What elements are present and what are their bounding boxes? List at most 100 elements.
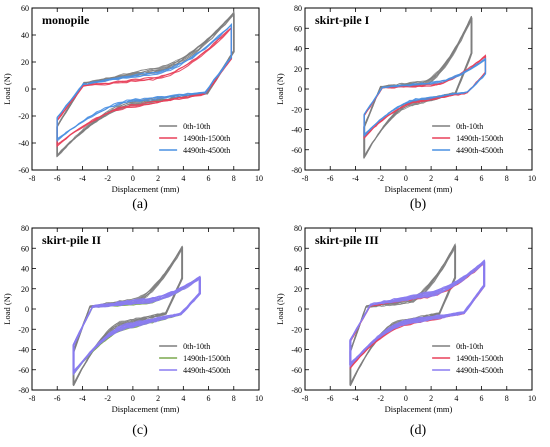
- y-tick-label: -40: [291, 126, 302, 135]
- x-tick-label: 4: [454, 394, 458, 403]
- y-tick-label: -60: [291, 366, 302, 375]
- x-tick-label: -4: [79, 174, 86, 183]
- chart-panel-2: -8 -6 -4 -2 0 2 4 6 8 10-80-60-40-20020406080Disp…: [275, 4, 536, 212]
- y-tick-label: 0: [25, 85, 29, 94]
- y-tick-label: -80: [291, 386, 302, 395]
- legend-entry: 0th-10th: [456, 122, 483, 131]
- y-axis-label: Load (N): [275, 293, 285, 325]
- x-axis-label: Displacement (mm): [112, 184, 180, 194]
- y-tick-label: 40: [294, 265, 302, 274]
- series-cycle-line: [73, 277, 200, 375]
- y-tick-label: -80: [291, 166, 302, 175]
- y-tick-label: 20: [21, 58, 29, 67]
- legend-entry: 1490th-1500th: [456, 354, 503, 363]
- x-tick-label: 6: [207, 174, 211, 183]
- legend-entry: 1490th-1500th: [183, 354, 230, 363]
- plot-area: [349, 242, 486, 387]
- y-tick-label: 40: [294, 45, 302, 54]
- y-tick-label: 20: [21, 285, 29, 294]
- x-tick-label: 6: [207, 394, 211, 403]
- legend-entry: 1490th-1500th: [456, 134, 503, 143]
- x-tick-label: 0: [131, 174, 135, 183]
- x-tick-label: -6: [327, 394, 334, 403]
- x-tick-label: 10: [528, 174, 536, 183]
- x-tick-label: 0: [404, 174, 408, 183]
- y-tick-label: 20: [294, 285, 302, 294]
- legend-entry: 4490th-4500th: [183, 366, 230, 375]
- plot-area: [72, 245, 201, 387]
- chart-panel-1: -8 -6 -4 -2 0 2 4 6 8 10-60-40-200204060Displacem…: [2, 4, 263, 212]
- y-tick-label: -60: [18, 366, 29, 375]
- y-tick-label: -40: [18, 139, 29, 148]
- x-axis-label: Displacement (mm): [385, 184, 453, 194]
- x-axis-label: Displacement (mm): [112, 404, 180, 414]
- y-tick-label: 80: [294, 224, 302, 233]
- x-tick-label: 2: [429, 174, 433, 183]
- x-tick-label: -8: [302, 394, 309, 403]
- y-tick-label: -20: [18, 325, 29, 334]
- x-tick-label: -2: [104, 174, 111, 183]
- legend-entry: 4490th-4500th: [456, 146, 503, 155]
- y-tick-label: 60: [21, 4, 29, 13]
- x-tick-label: -6: [54, 174, 61, 183]
- y-tick-label: 40: [21, 31, 29, 40]
- y-tick-label: -20: [291, 325, 302, 334]
- x-tick-label: 0: [404, 394, 408, 403]
- x-tick-label: 8: [232, 394, 236, 403]
- series-cycle-line: [350, 260, 485, 366]
- legend-entry: 4490th-4500th: [183, 146, 230, 155]
- x-tick-label: 2: [156, 394, 160, 403]
- plot-area: [56, 10, 235, 158]
- y-tick-label: -20: [291, 105, 302, 114]
- y-axis-label: Load (N): [275, 73, 285, 105]
- y-axis-label: Load (N): [2, 73, 12, 105]
- x-tick-label: -4: [352, 174, 359, 183]
- y-tick-label: 80: [21, 224, 29, 233]
- x-tick-label: -8: [302, 174, 309, 183]
- x-tick-label: -8: [29, 394, 36, 403]
- y-tick-label: -80: [18, 386, 29, 395]
- y-tick-label: 20: [294, 65, 302, 74]
- x-tick-label: 10: [255, 174, 263, 183]
- panel-caption: (b): [410, 197, 427, 212]
- x-axis-label: Displacement (mm): [385, 404, 453, 414]
- panel-title: monopile: [42, 13, 90, 27]
- x-tick-label: 10: [528, 394, 536, 403]
- x-tick-label: 2: [156, 174, 160, 183]
- x-tick-label: 0: [131, 394, 135, 403]
- x-tick-label: -2: [104, 394, 111, 403]
- panel-caption: (c): [132, 423, 148, 438]
- x-tick-label: -4: [352, 394, 359, 403]
- plot-area: [363, 15, 487, 160]
- y-tick-label: 60: [294, 24, 302, 33]
- y-tick-label: -60: [291, 146, 302, 155]
- y-tick-label: 40: [21, 265, 29, 274]
- y-tick-label: -40: [18, 346, 29, 355]
- x-tick-label: 10: [255, 394, 263, 403]
- legend-entry: 0th-10th: [456, 342, 483, 351]
- series-cycle-line: [56, 23, 232, 143]
- x-tick-label: 8: [505, 394, 509, 403]
- x-tick-label: -2: [377, 394, 384, 403]
- legend-entry: 1490th-1500th: [183, 134, 230, 143]
- x-tick-label: 8: [232, 174, 236, 183]
- series-3: [56, 22, 233, 143]
- x-tick-label: 4: [181, 174, 185, 183]
- series-cycle-line: [363, 57, 486, 138]
- y-tick-label: 60: [294, 244, 302, 253]
- y-tick-label: 60: [21, 244, 29, 253]
- x-tick-label: 8: [505, 174, 509, 183]
- y-tick-label: 0: [298, 85, 302, 94]
- y-tick-label: 0: [298, 305, 302, 314]
- panel-caption: (d): [410, 423, 427, 438]
- series-cycle-line: [73, 245, 182, 385]
- legend-entry: 0th-10th: [183, 122, 210, 131]
- panel-title: skirt-pile I: [315, 13, 370, 27]
- y-tick-label: -20: [18, 112, 29, 121]
- series-3: [72, 275, 201, 376]
- chart-panel-4: -8 -6 -4 -2 0 2 4 6 8 10-80-60-40-20020406080Disp…: [275, 224, 536, 438]
- series-3: [363, 57, 487, 138]
- x-tick-label: -2: [377, 174, 384, 183]
